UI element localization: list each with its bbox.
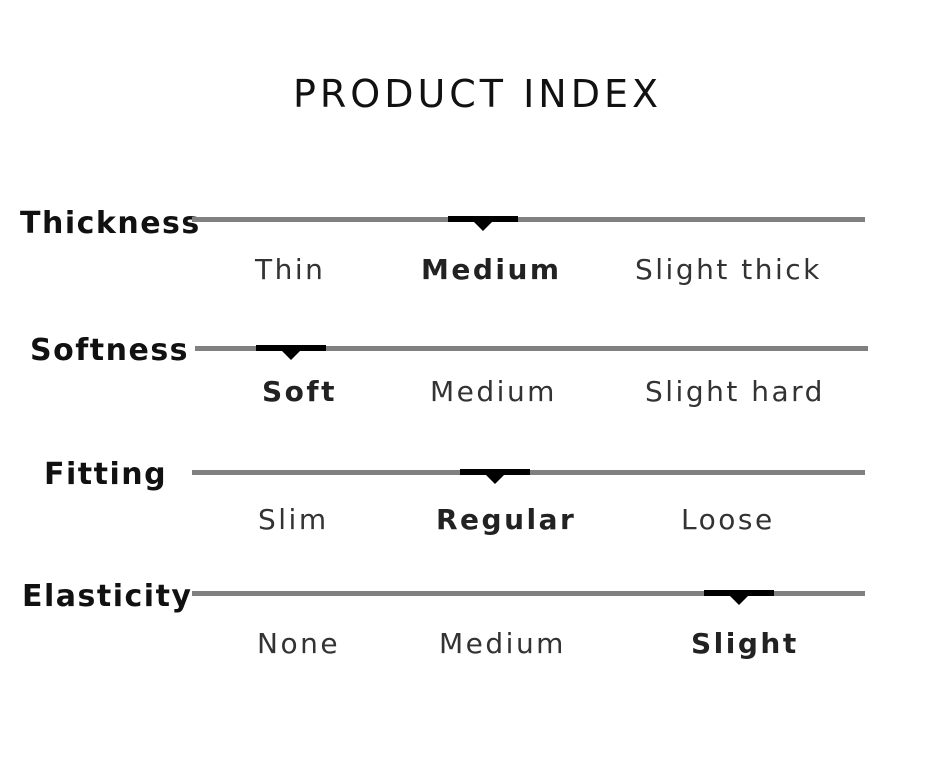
option-label: Thin — [255, 253, 326, 286]
option-label-selected: Regular — [436, 503, 577, 536]
attribute-row-fitting: Fitting Slim Regular Loose — [0, 455, 930, 545]
attribute-row-thickness: Thickness Thin Medium Slight thick — [0, 200, 930, 290]
level-marker — [460, 469, 530, 485]
option-label: Slight hard — [645, 375, 825, 408]
option-label: Loose — [681, 503, 775, 536]
option-label: None — [257, 627, 341, 660]
scale-track — [195, 346, 868, 351]
option-label-selected: Slight — [691, 627, 799, 660]
option-label: Slim — [258, 503, 329, 536]
attribute-row-elasticity: Elasticity None Medium Slight — [0, 575, 930, 665]
level-marker — [256, 345, 326, 361]
option-label: Slight thick — [635, 253, 822, 286]
attribute-row-softness: Softness Soft Medium Slight hard — [0, 330, 930, 420]
level-marker — [448, 216, 518, 232]
attribute-label: Softness — [30, 333, 190, 368]
option-label: Medium — [439, 627, 566, 660]
scale-track — [192, 591, 865, 596]
level-marker — [704, 590, 774, 606]
attribute-label: Thickness — [20, 206, 201, 241]
option-label-selected: Medium — [421, 253, 562, 286]
page-title: PRODUCT INDEX — [292, 72, 663, 116]
option-label-selected: Soft — [262, 375, 337, 408]
scale-track — [192, 217, 865, 222]
attribute-label: Fitting — [44, 457, 168, 492]
option-label: Medium — [430, 375, 557, 408]
attribute-label: Elasticity — [22, 579, 193, 614]
